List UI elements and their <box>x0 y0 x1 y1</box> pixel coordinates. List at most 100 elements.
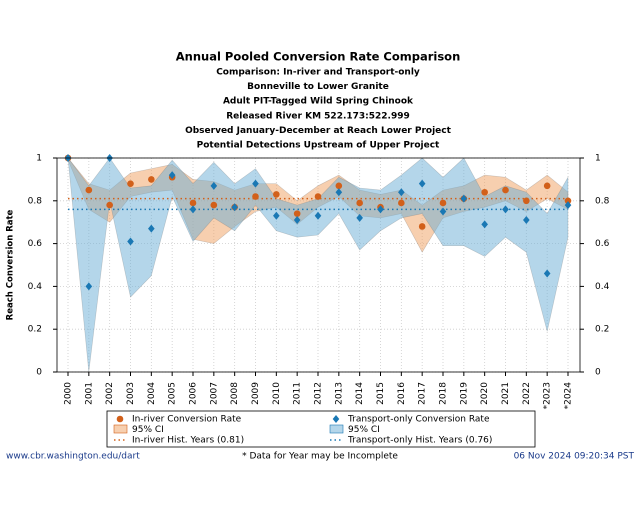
x-tick-label: 2015 <box>376 382 386 405</box>
legend-label: 95% CI <box>348 425 380 435</box>
chart-subtitle: Released River KM 522.173:522.999 <box>226 111 410 121</box>
chart-title: Annual Pooled Conversion Rate Comparison <box>176 50 461 64</box>
point <box>398 199 405 207</box>
chart-subtitle: Comparison: In-river and Transport-only <box>216 68 420 78</box>
legend-label: In-river Conversion Rate <box>132 415 242 425</box>
x-tick-label: 2019 <box>459 382 469 405</box>
legend-swatch <box>113 424 128 434</box>
x-tick-label: 2004 <box>147 382 157 405</box>
x-tick-label: 2014 <box>355 382 365 405</box>
point <box>314 193 322 200</box>
x-tick-label: 2017 <box>418 382 428 405</box>
chart-subtitle: Potential Detections Upstream of Upper P… <box>197 141 440 151</box>
y-axis-label: Reach Conversion Rate <box>6 209 16 320</box>
y2-tick-label: 0.2 <box>595 325 609 335</box>
x-tick-label: 2013 <box>334 382 344 405</box>
point <box>293 216 301 225</box>
x-tick-label: 2016 <box>397 382 407 405</box>
legend-swatch <box>329 424 344 434</box>
x-tick-label: 2022 <box>522 382 532 405</box>
legend-label: Transport-only Conversion Rate <box>347 415 490 425</box>
x-tick-label: 2002 <box>105 382 115 405</box>
point <box>168 171 176 180</box>
point <box>543 269 551 278</box>
x-tick-label: 2010 <box>272 382 282 405</box>
x-tick-label: 2011 <box>293 382 303 405</box>
point <box>148 224 155 233</box>
x-tick-label: 2005 <box>168 382 178 405</box>
point <box>502 186 509 194</box>
point <box>439 207 447 216</box>
point <box>210 181 218 190</box>
point <box>460 194 468 203</box>
point <box>377 205 384 214</box>
y-tick-label: 0 <box>36 368 42 378</box>
x-tick-label: *2023 <box>543 382 553 409</box>
x-tick-label: 2007 <box>209 382 219 405</box>
point <box>85 282 93 291</box>
point <box>564 201 572 210</box>
point <box>418 223 426 230</box>
point <box>335 182 343 190</box>
point <box>189 205 197 214</box>
point <box>523 197 530 205</box>
point <box>314 211 322 220</box>
point <box>252 179 259 188</box>
point <box>293 210 301 217</box>
x-tick-label: 2021 <box>501 382 511 405</box>
point <box>398 188 405 197</box>
x-tick-label: 2006 <box>189 382 199 405</box>
y-tick-label: 0.2 <box>28 325 42 335</box>
point <box>335 188 343 197</box>
y2-tick-label: 0 <box>595 368 601 378</box>
y-tick-label: 0.8 <box>28 196 43 206</box>
x-tick-label: 2020 <box>480 382 490 405</box>
point <box>564 197 572 205</box>
point <box>85 186 93 194</box>
point <box>481 220 488 229</box>
point <box>252 193 259 200</box>
point <box>189 199 197 207</box>
x-tick-label: 2001 <box>84 382 94 405</box>
point <box>273 211 280 220</box>
x-tick-label: 2008 <box>230 382 240 405</box>
point <box>231 203 238 212</box>
x-tick-label: 2000 <box>64 382 74 405</box>
plot-frame <box>56 157 581 373</box>
y-tick-label: 0.4 <box>28 282 43 292</box>
chart-subtitle: Adult PIT-Tagged Wild Spring Chinook <box>223 97 414 107</box>
legend-label: Transport-only Hist. Years (0.76) <box>347 436 492 446</box>
y2-tick-label: 1 <box>595 154 601 164</box>
y2-tick-label: 0.4 <box>595 282 610 292</box>
point <box>127 237 134 246</box>
y-tick-label: 1 <box>36 154 42 164</box>
x-tick-label: 2012 <box>314 382 324 405</box>
footer-date: 06 Nov 2024 09:20:34 PST <box>514 452 635 462</box>
x-tick-label: *2024 <box>564 382 574 410</box>
legend-box <box>106 410 536 448</box>
footer-link[interactable]: www.cbr.washington.edu/dart <box>6 452 140 462</box>
y2-tick-label: 0.6 <box>595 239 610 249</box>
point <box>481 188 488 196</box>
point <box>273 191 280 198</box>
y2-tick-label: 0.8 <box>595 196 610 206</box>
x-tick-label: 2018 <box>439 382 449 405</box>
point <box>106 201 113 209</box>
point <box>356 199 363 207</box>
point <box>523 216 530 225</box>
x-tick-label: 2009 <box>251 382 261 405</box>
point <box>148 176 155 183</box>
x-tick-label: 2003 <box>126 382 136 405</box>
point <box>356 213 363 222</box>
point <box>439 199 447 207</box>
legend-label: In-river Hist. Years (0.81) <box>132 436 244 446</box>
chart-subtitle: Observed January-December at Reach Lower… <box>185 126 452 136</box>
chart-subtitle: Bonneville to Lower Granite <box>247 82 389 92</box>
point <box>502 205 509 214</box>
legend-marker <box>332 415 340 423</box>
footer-note: * Data for Year may be Incomplete <box>242 452 398 462</box>
point <box>543 182 551 190</box>
point <box>418 179 426 188</box>
